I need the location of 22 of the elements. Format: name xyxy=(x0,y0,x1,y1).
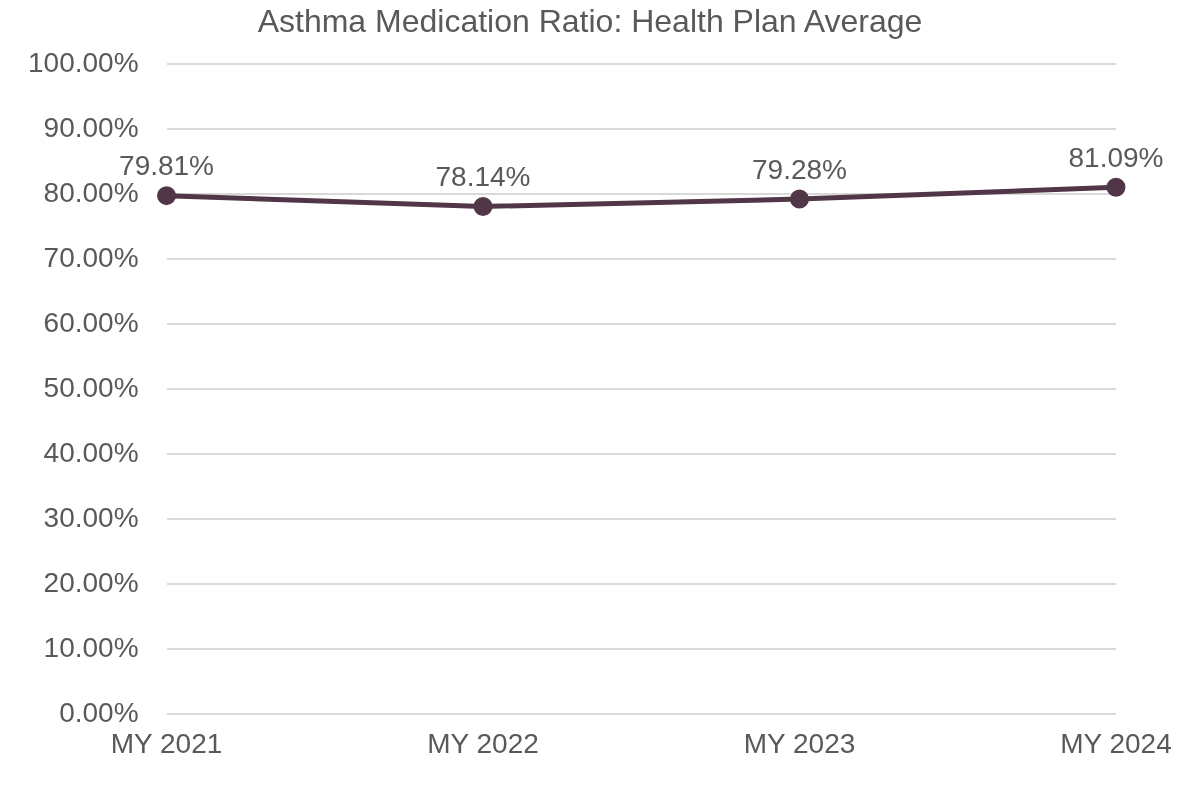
x-tick-label: MY 2022 xyxy=(427,727,539,759)
point xyxy=(473,196,493,216)
y-tick-label: 70.00% xyxy=(43,242,139,274)
point xyxy=(1106,177,1126,197)
x-tick-label: MY 2023 xyxy=(743,727,856,759)
y-tick-label: 90.00% xyxy=(43,112,139,144)
y-tick-label: 100.00% xyxy=(27,47,139,79)
y-tick-label: 60.00% xyxy=(43,307,139,339)
y-tick-label: 30.00% xyxy=(43,502,139,534)
data-label: 78.14% xyxy=(435,161,531,193)
point xyxy=(157,186,177,206)
chart-title: Asthma Medication Ratio: Health Plan Average xyxy=(257,3,923,40)
y-tick-label: 10.00% xyxy=(43,632,139,664)
y-tick-label: 0.00% xyxy=(59,697,139,729)
point xyxy=(789,189,809,209)
data-label: 79.28% xyxy=(752,153,847,185)
y-tick-label: 20.00% xyxy=(43,567,139,599)
y-tick-label: 40.00% xyxy=(43,437,139,469)
data-label: 81.09% xyxy=(1068,142,1164,174)
x-tick-label: MY 2021 xyxy=(110,727,223,759)
y-tick-label: 50.00% xyxy=(43,372,139,404)
x-tick-label: MY 2024 xyxy=(1060,727,1172,759)
